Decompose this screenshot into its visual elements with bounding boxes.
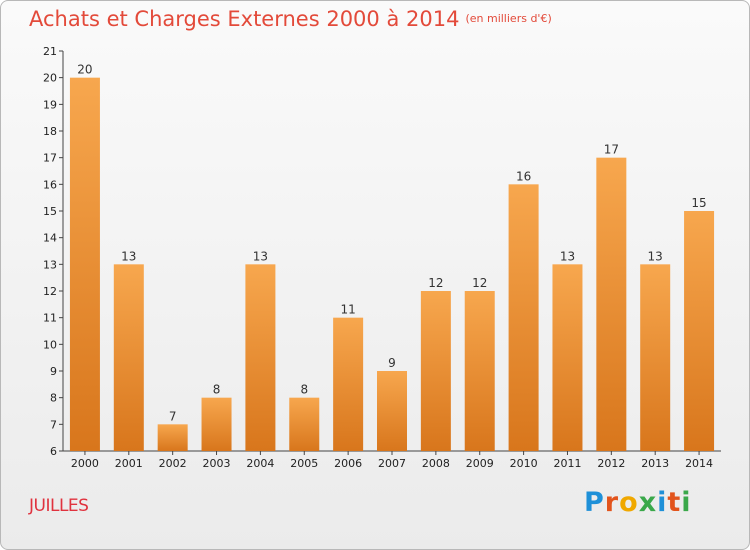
logo-letter: i [657,487,668,518]
bar [245,264,276,451]
bar [113,264,144,451]
bar [464,291,495,451]
x-tick-label: 2002 [159,457,187,470]
x-tick-label: 2010 [510,457,538,470]
logo-letter: t [667,487,682,518]
bar [69,77,100,452]
data-label: 9 [388,356,396,370]
chart-title-text: Achats et Charges Externes 2000 à 2014 [29,7,460,31]
y-tick-label: 19 [43,98,57,111]
x-tick-label: 2001 [115,457,143,470]
bar [552,264,583,451]
y-tick-label: 8 [50,392,57,405]
x-tick-label: 2004 [246,457,274,470]
y-tick-label: 21 [43,45,57,58]
bar [289,397,320,451]
x-tick-label: 2012 [597,457,625,470]
x-tick-label: 2009 [466,457,494,470]
data-label: 12 [472,276,487,290]
y-tick-label: 11 [43,312,57,325]
x-tick-label: 2000 [71,457,99,470]
data-label: 8 [300,383,308,397]
logo-letter: P [584,487,605,518]
logo-letter: x [638,487,658,518]
data-label: 7 [169,409,177,423]
chart-unit: (en milliers d'€) [465,12,552,25]
proxiti-logo: Proxiti [584,487,692,518]
data-label: 13 [253,249,268,263]
bar [684,211,715,451]
bar [377,371,407,451]
y-tick-label: 12 [43,285,57,298]
chart-labels: 20 13 7 8 13 8 11 9 12 12 16 13 17 13 15 [77,63,706,424]
data-label: 20 [77,63,92,77]
x-tick-label: 2014 [685,457,713,470]
bar [420,291,451,451]
y-tick-label: 20 [43,72,57,85]
data-label: 16 [516,169,531,183]
y-tick-label: 10 [43,338,57,351]
logo-letter: r [604,487,620,518]
data-label: 13 [560,249,575,263]
bar [640,264,671,451]
x-tick-label: 2008 [422,457,450,470]
y-tick-label: 6 [50,445,57,458]
data-label: 11 [340,303,355,317]
bar [508,184,539,452]
town-name: JUILLES [29,496,89,516]
data-label: 13 [648,249,663,263]
x-tick-label: 2006 [334,457,362,470]
x-tick-label: 2003 [203,457,231,470]
logo-letter: o [619,487,639,518]
y-tick-label: 14 [43,232,57,245]
bar [201,397,232,451]
y-tick-label: 18 [43,125,57,138]
x-tick-label: 2011 [553,457,581,470]
x-tick-label: 2005 [290,457,318,470]
y-tick-label: 13 [43,258,57,271]
bar [333,317,364,451]
x-tick-label: 2013 [641,457,669,470]
chart-bars [69,77,715,452]
y-tick-label: 15 [43,205,57,218]
y-tick-label: 17 [43,152,57,165]
data-label: 12 [428,276,443,290]
data-label: 8 [213,383,221,397]
data-label: 15 [691,196,706,210]
data-label: 17 [604,143,619,157]
chart-axes: 6 7 8 9 10 11 12 13 14 15 16 17 18 19 20 21 2000 2001 2002… [43,45,721,470]
x-tick-label: 2007 [378,457,406,470]
bar [596,157,627,451]
y-tick-label: 16 [43,178,57,191]
logo-letter: i [681,487,692,518]
chart-title: Achats et Charges Externes 2000 à 2014 (e… [29,7,552,31]
y-tick-label: 7 [50,418,57,431]
bar [157,424,188,451]
y-tick-label: 9 [50,365,57,378]
data-label: 13 [121,249,136,263]
